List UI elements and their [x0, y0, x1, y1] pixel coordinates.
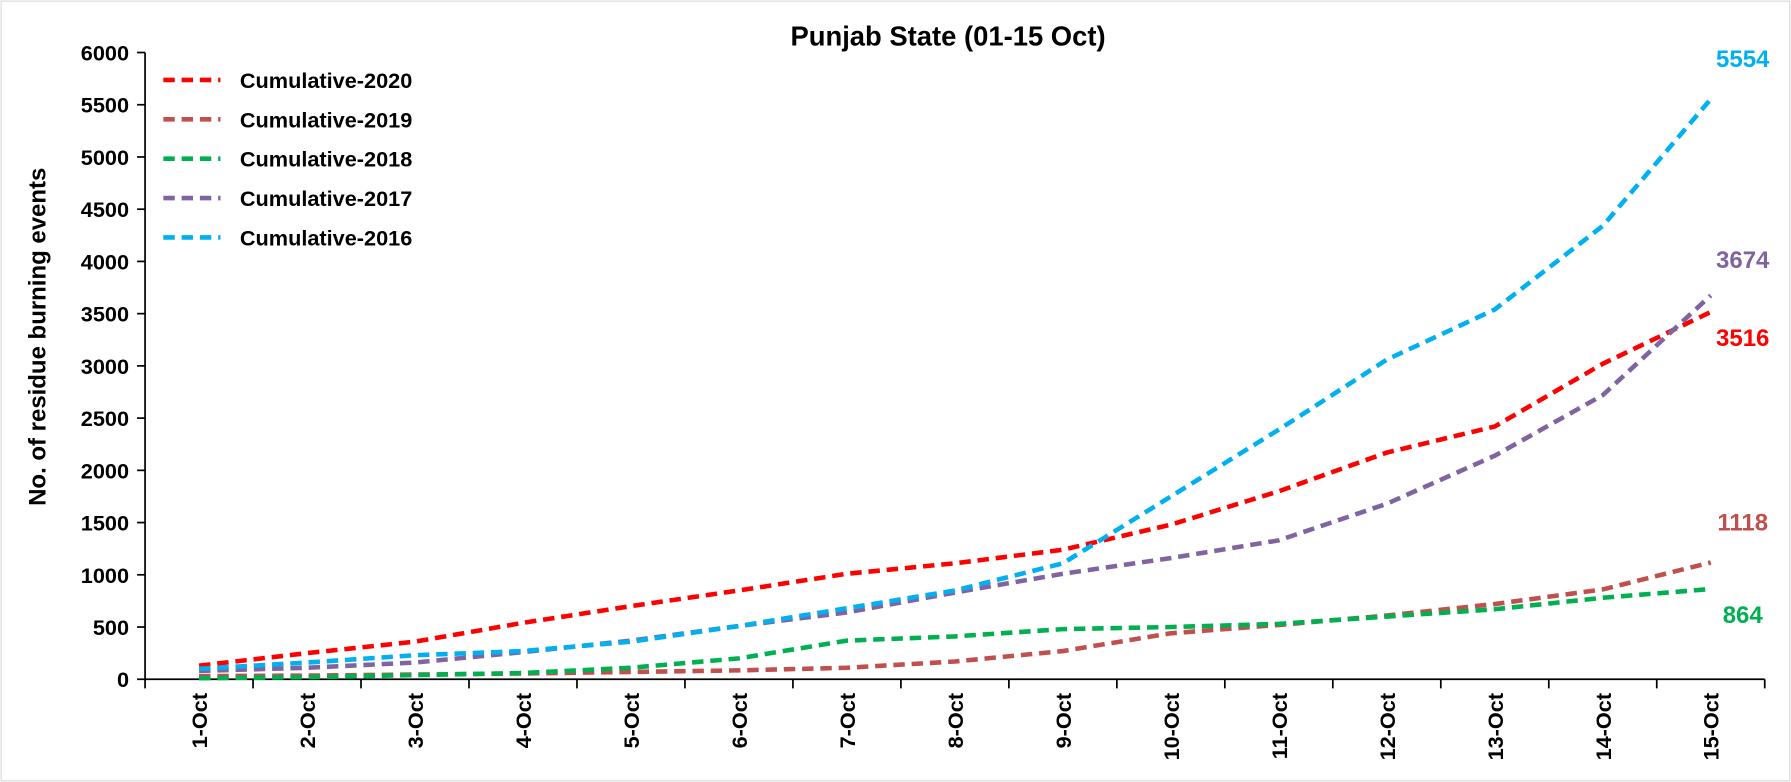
x-tick-label: 10-Oct	[1159, 693, 1184, 760]
legend-label: Cumulative-2019	[240, 107, 412, 132]
x-tick-label: 9-Oct	[1051, 693, 1076, 748]
x-tick-label: 14-Oct	[1591, 693, 1616, 760]
x-tick-label: 4-Oct	[511, 693, 536, 748]
x-tick-label: 3-Oct	[403, 693, 428, 748]
y-tick-label: 2500	[81, 406, 129, 431]
series-line	[199, 560, 1712, 679]
y-tick-label: 5000	[81, 145, 129, 170]
y-tick-label: 5500	[81, 93, 129, 118]
y-tick-label: 0	[117, 667, 129, 692]
y-tick-label: 3000	[81, 354, 129, 379]
y-tick-label: 4000	[81, 249, 129, 274]
x-tick-label: 13-Oct	[1483, 693, 1508, 760]
x-tick-label: 1-Oct	[187, 693, 212, 748]
y-tick-label: 3500	[81, 302, 129, 327]
series-line	[198, 293, 1713, 674]
y-tick-label: 6000	[81, 41, 129, 66]
data-label: 1118	[1717, 510, 1768, 537]
data-label: 3674	[1716, 247, 1770, 274]
series-line	[198, 309, 1712, 668]
legend-label: Cumulative-2020	[240, 68, 412, 93]
x-tick-label: 6-Oct	[727, 693, 752, 748]
y-tick-label: 1500	[81, 511, 129, 536]
series-line	[198, 97, 1713, 672]
x-tick-label: 15-Oct	[1699, 693, 1724, 760]
x-tick-label: 7-Oct	[835, 693, 860, 748]
y-tick-label: 4500	[81, 197, 129, 222]
data-label: 864	[1723, 602, 1764, 629]
series-line	[199, 586, 1711, 681]
x-tick-label: 2-Oct	[295, 693, 320, 748]
legend-label: Cumulative-2016	[240, 225, 412, 250]
x-tick-label: 12-Oct	[1375, 693, 1400, 760]
y-tick-label: 2000	[81, 458, 129, 483]
chart-title: Punjab State (01-15 Oct)	[790, 21, 1105, 52]
y-axis-label: No. of residue burning events	[25, 168, 52, 506]
legend-label: Cumulative-2017	[240, 186, 412, 211]
data-label: 3516	[1716, 325, 1769, 352]
y-tick-label: 1000	[81, 563, 129, 588]
y-tick-label: 500	[93, 615, 129, 640]
x-tick-label: 8-Oct	[943, 693, 968, 748]
data-label: 5554	[1716, 46, 1770, 73]
legend-label: Cumulative-2018	[240, 147, 412, 172]
x-tick-label: 11-Oct	[1267, 693, 1292, 759]
x-tick-label: 5-Oct	[619, 693, 644, 748]
